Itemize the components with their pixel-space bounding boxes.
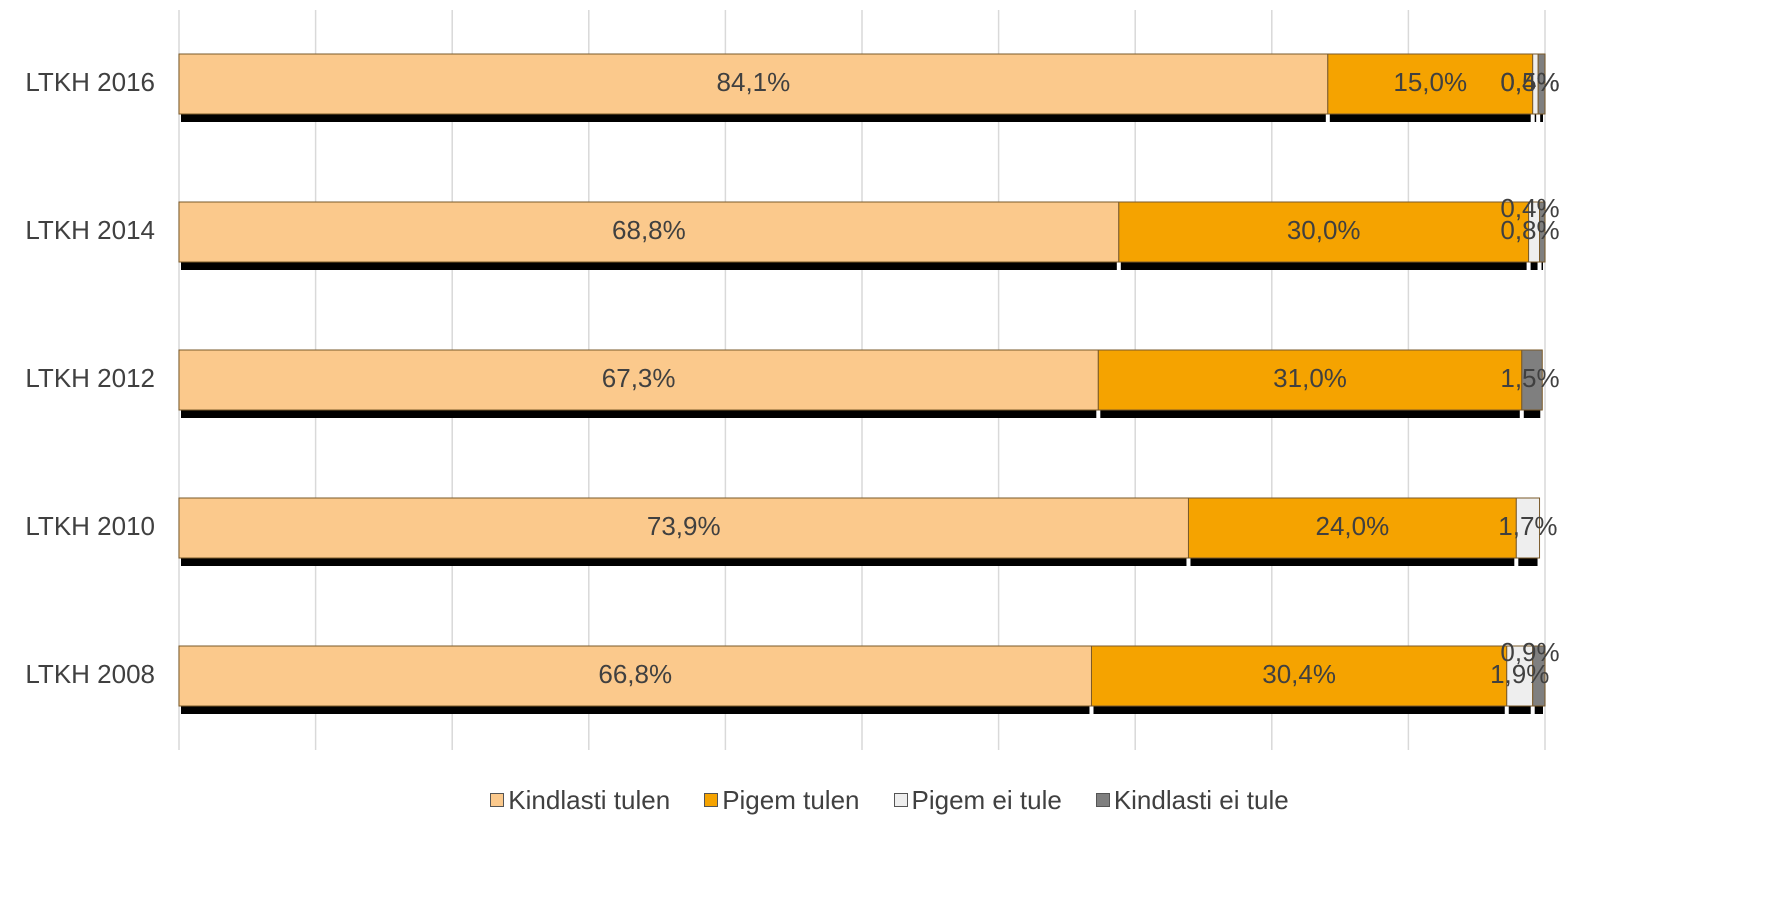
legend-item: Kindlasti tulen [490,785,670,816]
bar-shadow [1508,704,1531,714]
legend-swatch [1095,793,1110,807]
data-label: 0,4% [1500,67,1559,97]
data-label: 66,8% [598,659,672,689]
bar [1532,645,1546,707]
bar-shadow [1093,704,1505,714]
bar-shadow [181,408,1097,418]
bar [1327,53,1534,115]
data-label: 0,9% [1500,637,1559,667]
bar [178,53,1329,115]
bar [1118,201,1530,263]
data-label: 31,0% [1273,363,1347,393]
data-label: 0,8% [1500,215,1559,245]
bar-shadow [1100,408,1520,418]
y-tick-label: LTKH 2008 [25,659,155,689]
legend-item: Pigem tulen [704,784,860,816]
bar-shadow [1190,556,1515,566]
legend-label: Kindlasti tulen [508,784,671,815]
y-tick-label: LTKH 2014 [25,215,155,245]
data-label: 68,8% [612,215,686,245]
data-label: 30,0% [1287,215,1361,245]
legend-item: Pigem ei tule [893,784,1062,816]
bar-shadow [1120,260,1527,270]
data-label: 1,5% [1500,363,1559,393]
legend-swatch [893,793,908,807]
y-tick-label: LTKH 2016 [25,67,155,97]
bar-shadow [1540,112,1543,122]
bar-shadow [1534,704,1543,714]
legend-swatch [490,793,505,807]
bar [1090,645,1508,707]
data-label: 15,0% [1393,67,1467,97]
y-tick-label: LTKH 2010 [25,511,155,541]
data-label: 0,4% [1500,193,1559,223]
legend: Kindlasti tulen Pigem tulen Pigem ei tule K… [0,780,1779,820]
bar [178,497,1189,559]
legend-item: Kindlasti ei tule [1095,784,1289,816]
data-label: 30,4% [1262,659,1336,689]
data-label: 1,9% [1490,659,1549,689]
data-label: 84,1% [717,67,791,97]
bar [178,201,1120,263]
data-label: 1,7% [1498,511,1557,541]
bar [1539,201,1546,263]
bar [1097,349,1523,411]
bar-shadow [1523,408,1541,418]
bar [1187,497,1517,559]
bar [1506,645,1534,707]
legend-label: Kindlasti ei tule [1113,784,1289,815]
bar-shadow [1534,112,1537,122]
bar [1521,349,1543,411]
bar [1537,53,1546,115]
bar-shadow [1518,556,1538,566]
data-label: 24,0% [1316,511,1390,541]
bar-shadow [181,112,1326,122]
bar [1515,497,1541,559]
data-label: 0,5% [1500,67,1559,97]
bar-shadow [181,556,1187,566]
legend-label: Pigem tulen [722,784,860,815]
data-label: 67,3% [602,363,676,393]
legend-label: Pigem ei tule [911,784,1062,815]
bar [178,645,1092,707]
data-label: 73,9% [647,511,721,541]
bar-shadow [1541,260,1543,270]
legend-swatch [704,793,719,807]
y-tick-label: LTKH 2012 [25,363,155,393]
bar-shadow [1530,260,1538,270]
bar-shadow [181,260,1117,270]
bar-shadow [1329,112,1531,122]
bar-shadow [181,704,1090,714]
